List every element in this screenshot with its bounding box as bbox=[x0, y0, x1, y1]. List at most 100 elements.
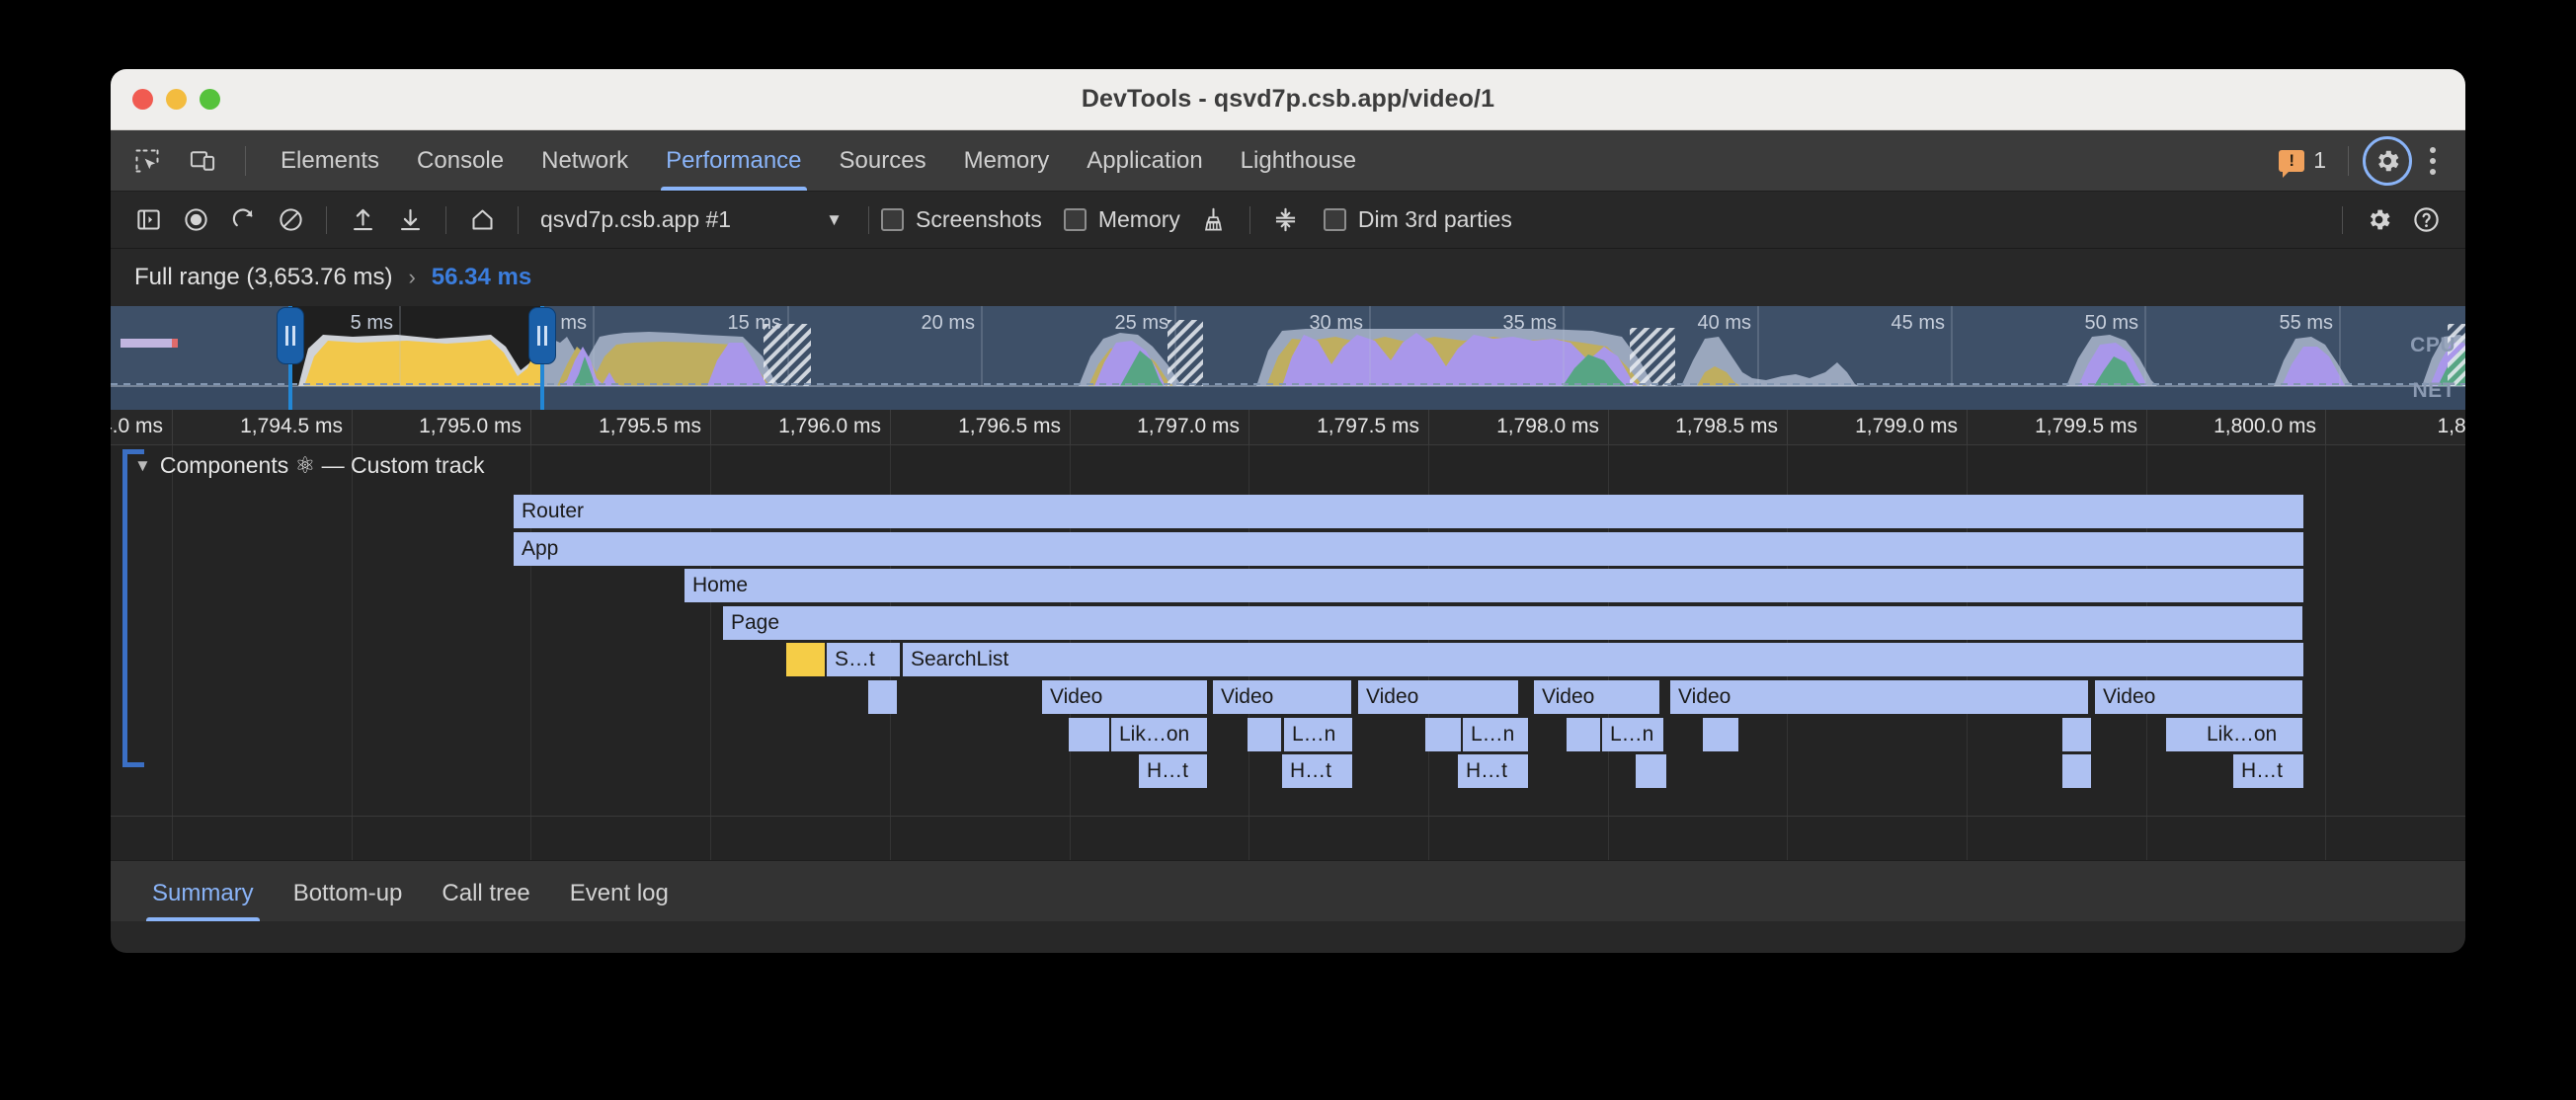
flame-bar[interactable] bbox=[1636, 754, 1667, 788]
flame-bar-lik-on[interactable]: Lik…on bbox=[2199, 718, 2303, 751]
flame-gridline bbox=[352, 445, 353, 860]
flame-bar-l-n[interactable]: L…n bbox=[1463, 718, 1529, 751]
flame-bar-label: Video bbox=[1221, 685, 1274, 708]
flame-bar-page[interactable]: Page bbox=[723, 606, 2303, 640]
flame-bar[interactable] bbox=[1069, 718, 1110, 751]
tab-application[interactable]: Application bbox=[1087, 146, 1203, 174]
memory-label: Memory bbox=[1097, 206, 1180, 232]
minimize-window-button[interactable] bbox=[166, 89, 187, 110]
flame-bar[interactable] bbox=[868, 680, 898, 714]
flame-bar-label: Video bbox=[2103, 685, 2156, 708]
gear-icon[interactable] bbox=[2363, 135, 2412, 186]
flame-bar-l-n[interactable]: L…n bbox=[1602, 718, 1664, 751]
tab-lighthouse[interactable]: Lighthouse bbox=[1240, 146, 1357, 174]
flame-bar-s-t[interactable]: S…t bbox=[827, 643, 901, 676]
tab-performance[interactable]: Performance bbox=[647, 130, 820, 191]
capture-settings-gear-icon[interactable] bbox=[2355, 198, 2402, 242]
download-profile-icon[interactable] bbox=[386, 198, 434, 242]
device-toolbar-icon[interactable] bbox=[180, 138, 225, 184]
flame-bar-video[interactable]: Video bbox=[1213, 680, 1352, 714]
upload-profile-icon[interactable] bbox=[339, 198, 386, 242]
tab-elements[interactable]: Elements bbox=[281, 146, 380, 174]
warning-icon: ! bbox=[2279, 149, 2305, 178]
flame-bar[interactable] bbox=[786, 643, 826, 676]
ruler-tick-13: 1,800( bbox=[2437, 415, 2465, 437]
reload-and-record-icon[interactable] bbox=[219, 198, 267, 242]
flame-bar-lik-on[interactable]: Lik…on bbox=[1111, 718, 1208, 751]
dim-3rd-parties-label: Dim 3rd parties bbox=[1357, 206, 1512, 232]
timeline-overview[interactable]: 5 ms 10 ms 15 ms 20 ms 25 ms 30 ms 35 ms 40 ms 4… bbox=[111, 306, 2465, 410]
range-handle-right[interactable] bbox=[529, 308, 555, 363]
clear-icon[interactable] bbox=[267, 198, 314, 242]
flame-bar-app[interactable]: App bbox=[514, 532, 2304, 566]
flame-bar-label: Video bbox=[1542, 685, 1595, 708]
flame-bar-video[interactable]: Video bbox=[1358, 680, 1519, 714]
ruler-tick-3: 1,795.5 ms bbox=[599, 415, 701, 437]
range-breadcrumb: Full range (3,653.76 ms) › 56.34 ms bbox=[111, 249, 2465, 306]
flame-bar-label: Home bbox=[692, 574, 749, 596]
record-icon[interactable] bbox=[172, 198, 219, 242]
home-icon[interactable] bbox=[458, 198, 506, 242]
ruler-gridline bbox=[1248, 410, 1249, 444]
flame-bar[interactable] bbox=[2062, 718, 2092, 751]
chevron-down-icon[interactable]: ▼ bbox=[134, 455, 151, 475]
selected-range-label[interactable]: 56.34 ms bbox=[431, 264, 532, 290]
flame-bar-video[interactable]: Video bbox=[2095, 680, 2303, 714]
flame-bar[interactable] bbox=[2062, 754, 2092, 788]
tab-network[interactable]: Network bbox=[541, 146, 629, 174]
flame-bar[interactable] bbox=[1248, 718, 1282, 751]
collapse-vertical-icon[interactable] bbox=[1262, 198, 1310, 242]
memory-checkbox[interactable]: Memory bbox=[1063, 206, 1180, 233]
close-window-button[interactable] bbox=[132, 89, 153, 110]
flame-bar-label: L…n bbox=[1610, 723, 1654, 746]
toggle-sidebar-icon[interactable] bbox=[124, 198, 172, 242]
broom-collect-garbage-icon[interactable] bbox=[1190, 198, 1238, 242]
tab-event-log[interactable]: Event log bbox=[569, 880, 669, 906]
tab-call-tree[interactable]: Call tree bbox=[442, 880, 530, 906]
flame-gridline bbox=[530, 445, 531, 860]
zoom-window-button[interactable] bbox=[200, 89, 220, 110]
track-header-components[interactable]: ▼ Components ⚛ — Custom track bbox=[134, 452, 485, 479]
ruler-gridline bbox=[172, 410, 173, 444]
flame-bar-home[interactable]: Home bbox=[684, 569, 2304, 602]
kebab-menu-icon[interactable] bbox=[2416, 139, 2450, 183]
flame-bar-searchlist[interactable]: SearchList bbox=[903, 643, 2304, 676]
flame-bar[interactable] bbox=[1567, 718, 1601, 751]
tabbar-right-divider bbox=[2348, 145, 2349, 176]
overview-tick-9: 50 ms bbox=[2084, 312, 2138, 334]
flame-bar-video[interactable]: Video bbox=[1534, 680, 1660, 714]
flame-bar-label: Video bbox=[1050, 685, 1103, 708]
profile-select[interactable]: qsvd7p.csb.app #1 ▼ bbox=[530, 198, 856, 242]
overview-tick-2: 15 ms bbox=[727, 312, 781, 334]
flame-bar-router[interactable]: Router bbox=[514, 495, 2304, 528]
flame-bar[interactable] bbox=[1703, 718, 1739, 751]
flame-bar-h-t[interactable]: H…t bbox=[1458, 754, 1529, 788]
flame-bar-l-n[interactable]: L…n bbox=[1284, 718, 1353, 751]
help-icon[interactable] bbox=[2402, 198, 2450, 242]
flame-bar[interactable] bbox=[1425, 718, 1462, 751]
range-handle-left[interactable] bbox=[278, 308, 303, 363]
flame-chart[interactable]: ▼ Components ⚛ — Custom track Router App H… bbox=[111, 445, 2465, 860]
time-ruler: ,794.0 ms 1,794.5 ms 1,795.0 ms 1,795.5 ms 1… bbox=[111, 410, 2465, 445]
warning-badge[interactable]: ! 1 bbox=[2279, 147, 2326, 178]
full-range-label[interactable]: Full range (3,653.76 ms) bbox=[134, 264, 393, 290]
tab-sources[interactable]: Sources bbox=[839, 146, 926, 174]
toolbar-divider-4 bbox=[868, 205, 869, 234]
tab-bottom-up[interactable]: Bottom-up bbox=[292, 880, 403, 906]
tab-console[interactable]: Console bbox=[417, 146, 505, 174]
screenshots-label: Screenshots bbox=[916, 206, 1042, 232]
flame-bar-h-t[interactable]: H…t bbox=[2233, 754, 2304, 788]
overview-cpu-chart bbox=[111, 306, 2465, 410]
ruler-gridline bbox=[1428, 410, 1429, 444]
ruler-tick-10: 1,799.0 ms bbox=[1855, 415, 1958, 437]
tab-memory[interactable]: Memory bbox=[963, 146, 1050, 174]
flame-bar-video[interactable]: Video bbox=[1042, 680, 1208, 714]
flame-bar-video[interactable]: Video bbox=[1670, 680, 2089, 714]
inspect-element-icon[interactable] bbox=[124, 138, 170, 184]
screenshots-checkbox[interactable]: Screenshots bbox=[881, 206, 1042, 233]
flame-bar-h-t[interactable]: H…t bbox=[1282, 754, 1353, 788]
warning-count: 1 bbox=[2313, 147, 2326, 173]
tab-summary[interactable]: Summary bbox=[132, 880, 274, 921]
dim-3rd-parties-checkbox[interactable]: Dim 3rd parties bbox=[1323, 206, 1512, 233]
flame-bar-h-t[interactable]: H…t bbox=[1139, 754, 1208, 788]
